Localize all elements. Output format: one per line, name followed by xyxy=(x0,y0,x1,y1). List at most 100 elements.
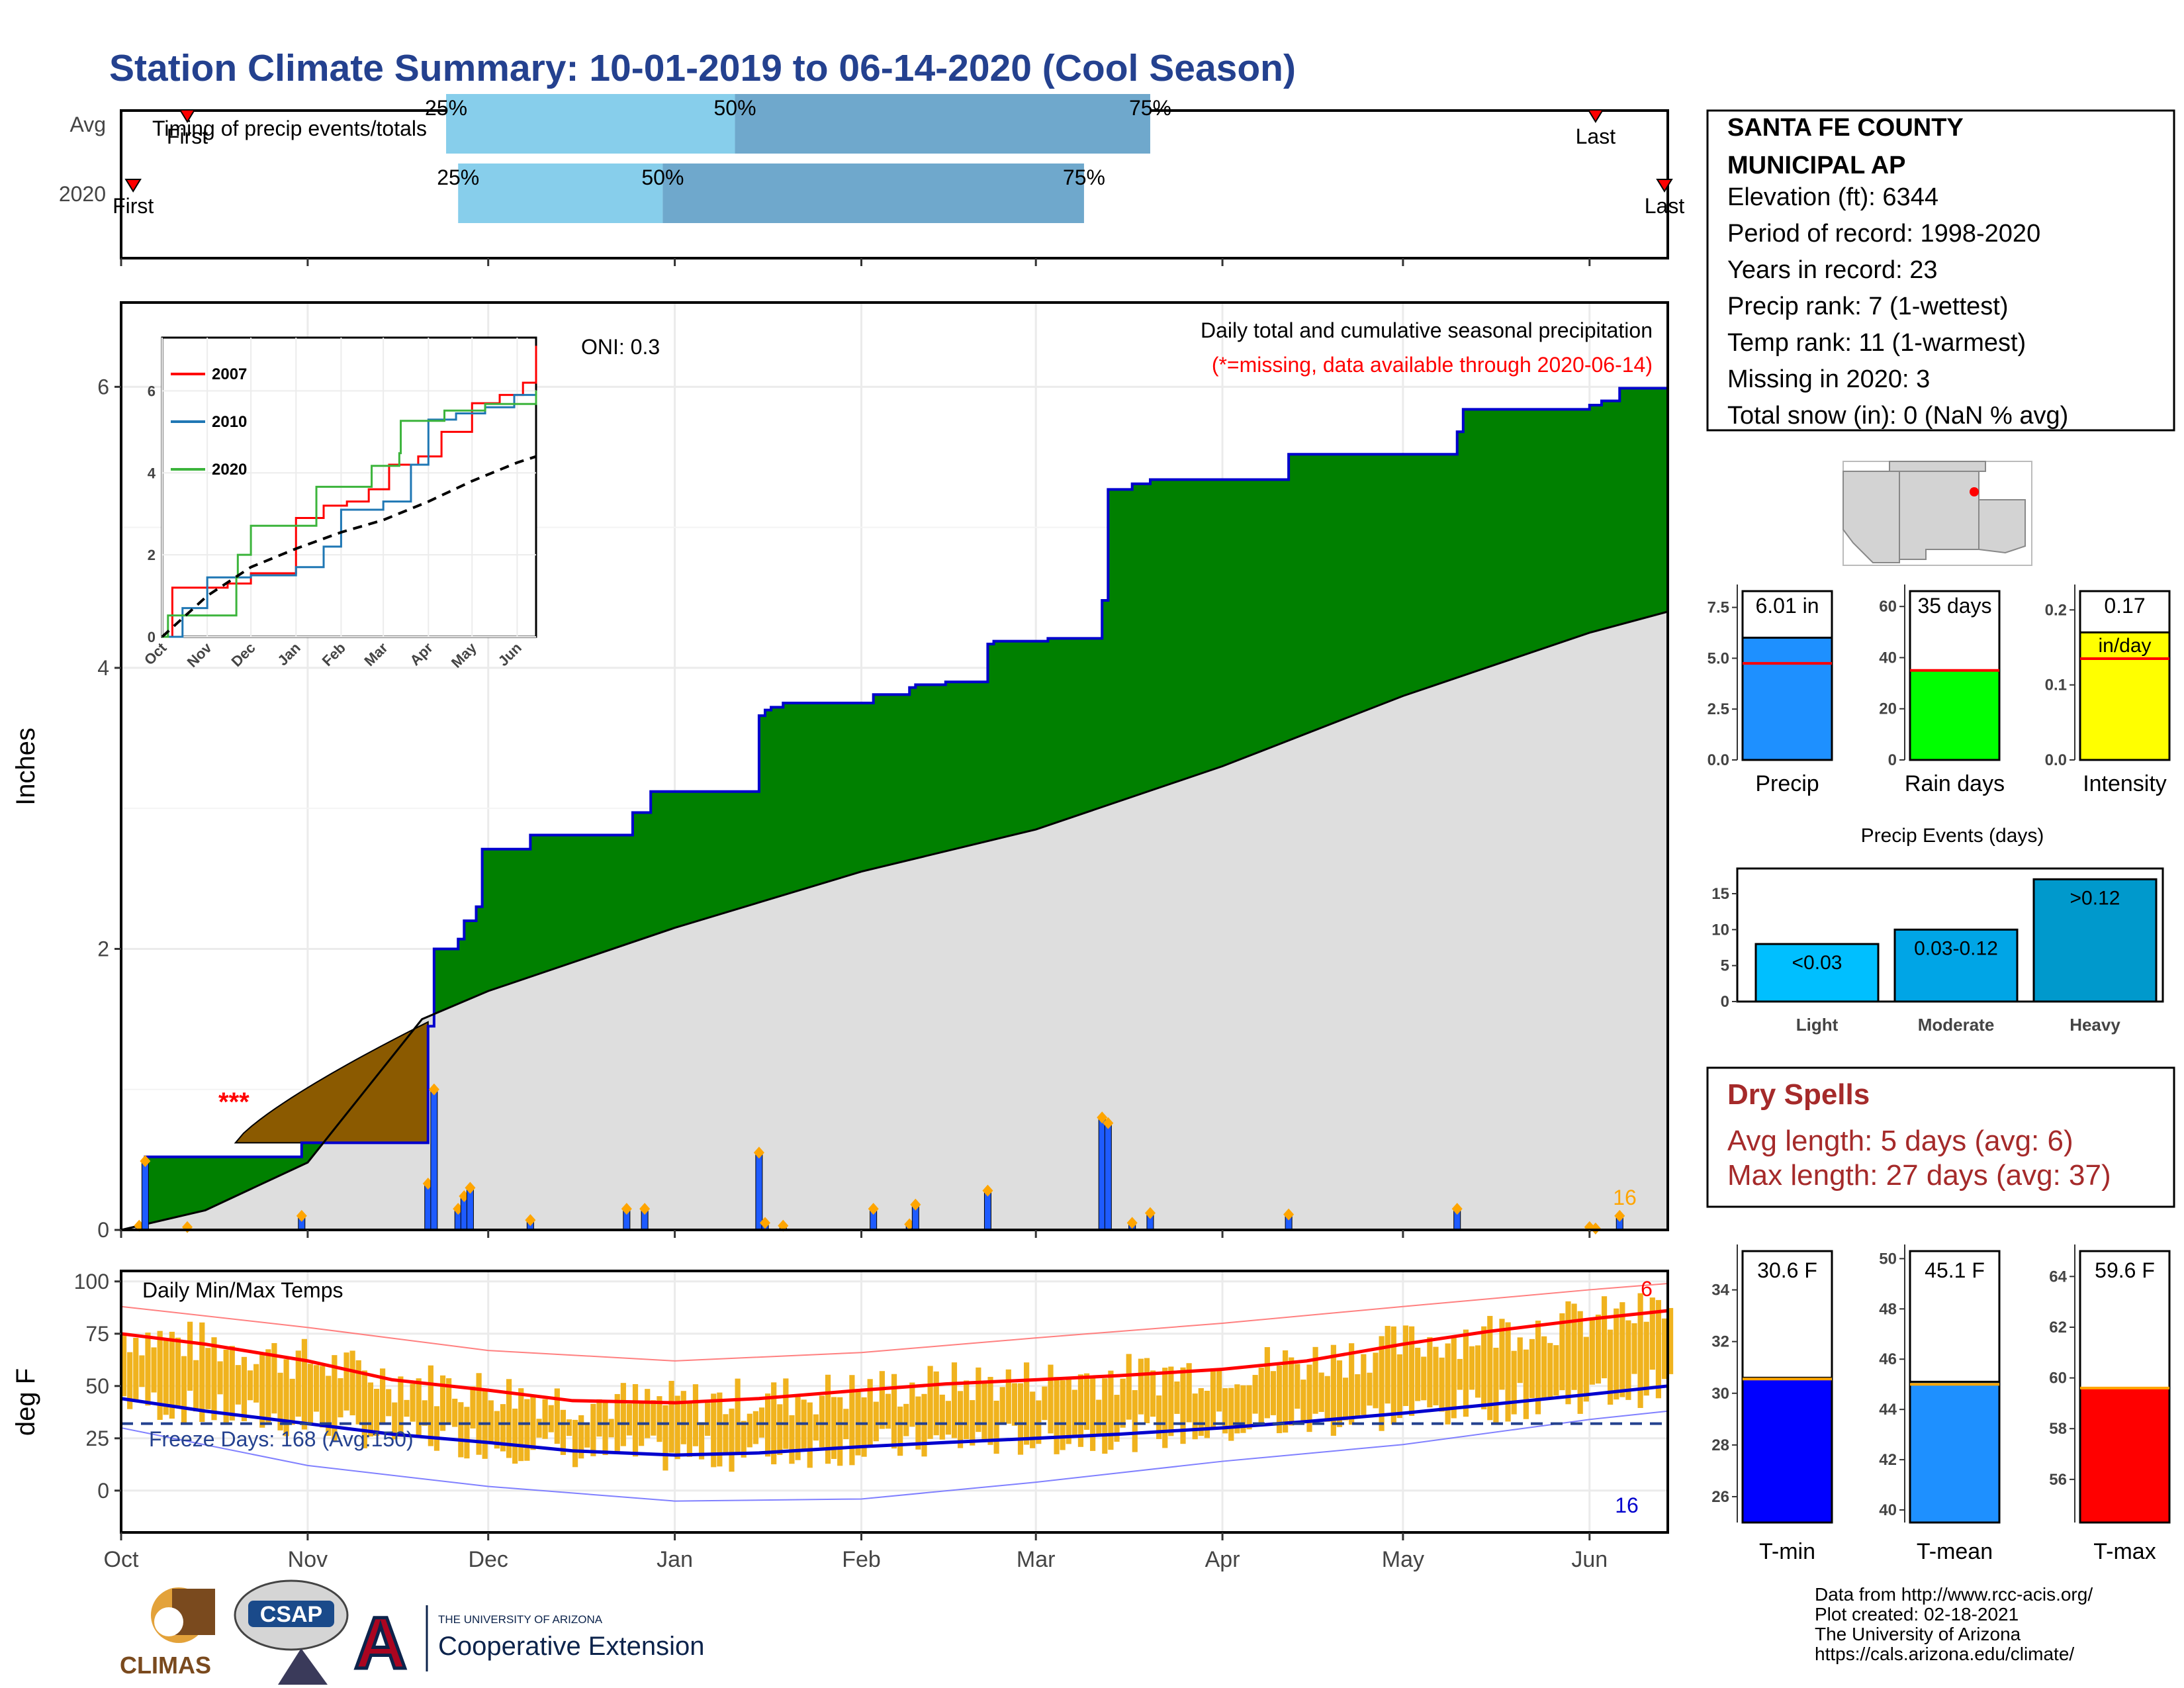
daily-temp-bar xyxy=(1469,1346,1475,1390)
mini-bar-tick-label: 5.0 xyxy=(1707,649,1729,667)
credits: Data from http://www.rcc-acis.org/Plot c… xyxy=(1815,1584,2093,1664)
daily-temp-bar xyxy=(861,1397,867,1457)
daily-temp-bar xyxy=(1457,1358,1463,1390)
credit-line: https://cals.arizona.edu/climate/ xyxy=(1815,1644,2074,1664)
daily-temp-bar xyxy=(1283,1350,1289,1433)
mini-bar-value xyxy=(1741,636,1833,761)
daily-temp-bar xyxy=(338,1378,343,1418)
daily-temp-bar xyxy=(1361,1354,1367,1415)
daily-temp-bar xyxy=(783,1378,789,1449)
daily-temp-bar xyxy=(662,1405,668,1471)
events-tick-label: 10 xyxy=(1711,921,1729,939)
daily-precip-bar xyxy=(1104,1123,1112,1231)
daily-temp-bar xyxy=(1559,1313,1565,1391)
daily-temp-bar xyxy=(332,1355,338,1441)
mini-bar-value-label: 35 days xyxy=(1917,594,1991,618)
avg-tmax-line xyxy=(120,1309,1668,1405)
daily-temp-bar xyxy=(326,1376,332,1436)
dry-spells-box: Dry Spells Avg length: 5 days (avg: 6) M… xyxy=(1706,1066,2175,1208)
daily-precip-marker xyxy=(1144,1207,1156,1219)
mini-bar-tick-label: 20 xyxy=(1879,700,1897,718)
temp-summary-t-mean: 40 42 44 46 48 50 45.1 F T-mean xyxy=(1879,1244,2001,1564)
daily-temp-bar xyxy=(1517,1337,1523,1383)
mini-bar-rain-days: 0 20 40 60 35 days Rain days xyxy=(1879,585,2005,796)
timing-last-label: Last xyxy=(1576,124,1616,148)
precip-count-label: 16 xyxy=(1613,1186,1637,1209)
daily-temp-bar xyxy=(1114,1395,1120,1442)
daily-temp-bar xyxy=(500,1404,506,1452)
daily-temp-bar xyxy=(764,1393,771,1457)
climas-logo: CLIMAS xyxy=(120,1587,215,1679)
daily-temp-bar xyxy=(1445,1343,1451,1425)
daily-temp-bar xyxy=(295,1350,301,1417)
station-name-line1: SANTA FE COUNTY xyxy=(1727,114,1964,142)
avg-tmin-line xyxy=(120,1384,1668,1457)
daily-temp-bar xyxy=(1668,1307,1674,1374)
daily-temp-bar xyxy=(1162,1368,1168,1448)
events-category-label: Heavy xyxy=(2070,1015,2120,1035)
daily-precip-marker xyxy=(1614,1209,1625,1222)
daily-temp-bar xyxy=(1511,1350,1517,1415)
daily-temp-bar xyxy=(1312,1346,1318,1414)
daily-temp-bar xyxy=(885,1393,891,1429)
daily-precip-marker xyxy=(140,1154,151,1167)
daily-temp-bar xyxy=(939,1394,945,1440)
x-tick-label: Oct xyxy=(104,1547,139,1572)
temp-summary-tick-label: 56 xyxy=(2049,1471,2067,1489)
season-totals-bars: 0.0 2.5 5.0 7.5 6.01 in Precip 0 20 40 60 35 days R… xyxy=(1707,585,2171,796)
daily-temp-bar xyxy=(1295,1364,1300,1409)
daily-temp-bar xyxy=(1048,1364,1054,1434)
timing-last-marker xyxy=(1587,109,1604,123)
daily-temp-bar xyxy=(1042,1386,1048,1421)
timing-p75-label: 75% xyxy=(1129,96,1171,120)
daily-precip-bar xyxy=(430,1089,438,1231)
daily-temp-bar xyxy=(470,1386,476,1429)
station-info-line: Total snow (in): 0 (NaN % avg) xyxy=(1727,402,2068,430)
daily-temp-bar xyxy=(367,1382,374,1437)
daily-temp-bar xyxy=(151,1347,157,1393)
daily-temp-bar xyxy=(741,1421,747,1458)
ua-small-text: THE UNIVERSITY OF ARIZONA xyxy=(438,1613,603,1626)
station-info-line: Missing in 2020: 3 xyxy=(1727,365,1930,393)
missing-period-area xyxy=(234,1021,429,1144)
daily-temp-bar xyxy=(1011,1383,1018,1426)
temp-summary-tick-label: 46 xyxy=(1879,1350,1897,1368)
precip-y-tick-label: 2 xyxy=(97,937,109,961)
daily-temp-bar xyxy=(735,1378,741,1454)
daily-temp-bar xyxy=(698,1422,705,1460)
daily-temp-bar xyxy=(933,1371,939,1436)
daily-temp-bar xyxy=(596,1399,602,1437)
timing-first-marker xyxy=(124,179,142,193)
x-tick-label: Feb xyxy=(842,1547,881,1572)
daily-temp-bar xyxy=(1475,1345,1481,1398)
events-bar xyxy=(2032,878,2158,1003)
timing-label: Timing of precip events/totals xyxy=(152,117,427,140)
daily-temp-bar xyxy=(1240,1385,1246,1433)
mini-bar-intensity: 0.0 0.1 0.2 0.17 in/day Intensity xyxy=(2045,585,2171,796)
precip-note: Daily total and cumulative seasonal prec… xyxy=(1201,318,1653,342)
freeze-days-label: Freeze Days: 168 (Avg:150) xyxy=(149,1427,414,1451)
timing-bar-50-75 xyxy=(735,94,1150,154)
daily-temp-bar xyxy=(873,1401,879,1442)
x-tick-label: Nov xyxy=(288,1547,328,1572)
events-tick-label: 15 xyxy=(1711,885,1729,903)
daily-precip-marker xyxy=(1097,1111,1108,1124)
daily-temp-bar xyxy=(217,1361,223,1395)
daily-precip-bar xyxy=(755,1152,763,1231)
daily-temp-bar xyxy=(789,1415,795,1464)
daily-temp-bar xyxy=(1367,1372,1373,1406)
state-new-mexico xyxy=(1899,471,1979,560)
temp-summary-value-label: 45.1 F xyxy=(1925,1258,1985,1282)
timing-bar-25-50 xyxy=(446,94,735,154)
daily-temp-bar xyxy=(1150,1370,1156,1417)
daily-temp-bar xyxy=(386,1389,392,1417)
daily-temp-bar xyxy=(692,1384,699,1446)
daily-temp-bar xyxy=(343,1352,349,1411)
temp-summary-label: T-mean xyxy=(1917,1539,1993,1564)
daily-temp-bar xyxy=(1523,1349,1529,1419)
daily-temp-bar xyxy=(1024,1362,1030,1445)
daily-temp-bar xyxy=(1571,1303,1577,1390)
mini-bar-value-unit: in/day xyxy=(2098,635,2151,657)
